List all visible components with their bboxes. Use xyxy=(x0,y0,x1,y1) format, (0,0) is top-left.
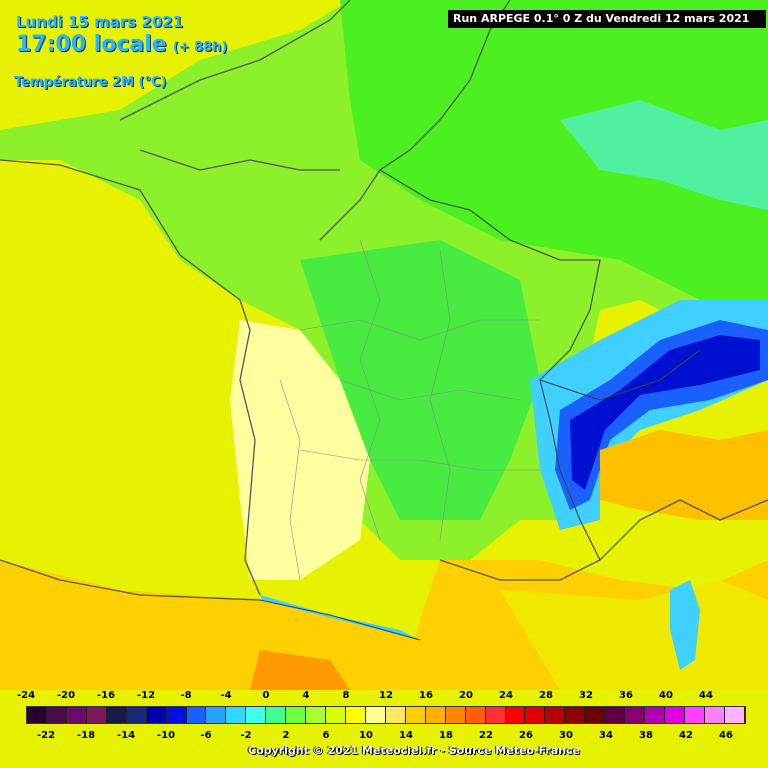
legend-swatch xyxy=(445,707,466,723)
legend-tick-top: 12 xyxy=(379,690,393,701)
spain-orange xyxy=(0,560,420,690)
coastlines xyxy=(0,0,768,601)
forecast-time-value: 17:00 locale xyxy=(16,32,167,57)
legend-swatch xyxy=(106,707,127,723)
legend-tick-bottom: 2 xyxy=(282,730,290,741)
legend-tick-bottom: 42 xyxy=(679,730,693,741)
legend-swatch xyxy=(226,707,247,723)
legend-swatch xyxy=(186,707,207,723)
legend-tick-bottom: 22 xyxy=(479,730,493,741)
forecast-lead-hours: (+ 88h) xyxy=(172,40,228,55)
legend-swatch xyxy=(206,707,227,723)
legend-swatch xyxy=(346,707,366,723)
legend-swatch xyxy=(625,707,646,723)
legend-swatch xyxy=(146,707,167,723)
legend-tick-top: -8 xyxy=(180,690,192,701)
legend-tick-top: -20 xyxy=(56,690,76,701)
spain-dark-orange xyxy=(250,650,350,690)
legend-tick-bottom: 26 xyxy=(519,730,533,741)
north-cyan-patch xyxy=(560,100,768,210)
sea-yellow xyxy=(500,580,768,690)
alps-dark-blue xyxy=(570,335,760,490)
legend-swatch xyxy=(86,707,107,723)
legend-swatch xyxy=(166,707,187,723)
forecast-time: 17:00 locale (+ 88h) xyxy=(16,32,227,57)
legend-swatch xyxy=(266,707,287,723)
legend-tick-bottom: 14 xyxy=(399,730,413,741)
legend-tick-top: -4 xyxy=(220,690,232,701)
legend-tick-top: 36 xyxy=(619,690,633,701)
region-borders xyxy=(279,239,540,581)
legend-swatch xyxy=(525,707,546,723)
color-legend xyxy=(26,706,746,724)
legend-swatch xyxy=(485,707,506,723)
legend-swatch xyxy=(66,707,87,723)
legend-tick-bottom: -2 xyxy=(240,730,252,741)
legend-swatch xyxy=(46,707,67,723)
legend-tick-top: 16 xyxy=(419,690,433,701)
legend-swatch xyxy=(286,707,307,723)
italy-orange xyxy=(600,430,768,520)
legend-tick-top: 20 xyxy=(459,690,473,701)
legend-tick-bottom: -18 xyxy=(76,730,96,741)
legend-swatch xyxy=(425,707,446,723)
forecast-date: Lundi 15 mars 2021 xyxy=(16,13,184,31)
central-green xyxy=(300,240,540,520)
legend-tick-bottom: -22 xyxy=(36,730,56,741)
legend-tick-bottom: 30 xyxy=(559,730,573,741)
legend-swatch xyxy=(365,707,386,723)
legend-tick-top: 0 xyxy=(262,690,270,701)
legend-swatch xyxy=(605,707,626,723)
legend-swatch xyxy=(585,707,606,723)
legend-swatch xyxy=(665,707,685,723)
legend-swatch xyxy=(704,707,725,723)
legend-swatch xyxy=(126,707,147,723)
copyright-text: Copyright © 2021 Meteociel.fr - Source M… xyxy=(248,744,581,757)
north-bright-green xyxy=(340,0,768,300)
legend-tick-top: 40 xyxy=(659,690,673,701)
legend-tick-bottom: 46 xyxy=(719,730,733,741)
legend-tick-top: 8 xyxy=(342,690,350,701)
legend-tick-top: -16 xyxy=(96,690,116,701)
legend-swatch xyxy=(306,707,327,723)
legend-swatch xyxy=(684,707,705,723)
legend-tick-top: 4 xyxy=(302,690,310,701)
parameter-label: Température 2M (°C) xyxy=(14,75,167,90)
legend-tick-top: 28 xyxy=(539,690,553,701)
legend-swatch xyxy=(27,707,47,723)
legend-swatch xyxy=(545,707,566,723)
legend-swatch xyxy=(326,707,346,723)
legend-tick-top: 32 xyxy=(579,690,593,701)
legend-swatch xyxy=(505,707,526,723)
legend-tick-bottom: 38 xyxy=(639,730,653,741)
legend-tick-top: 44 xyxy=(699,690,713,701)
legend-swatch xyxy=(405,707,426,723)
legend-tick-top: -12 xyxy=(136,690,156,701)
legend-tick-top: 24 xyxy=(499,690,513,701)
country-borders xyxy=(259,169,701,641)
legend-swatch xyxy=(465,707,486,723)
legend-tick-bottom: -14 xyxy=(116,730,136,741)
run-label: Run ARPEGE 0.1° 0 Z du Vendredi 12 mars … xyxy=(448,10,766,28)
legend-swatch xyxy=(724,707,745,723)
legend-tick-bottom: -10 xyxy=(156,730,176,741)
legend-tick-bottom: 18 xyxy=(439,730,453,741)
legend-tick-top: -24 xyxy=(16,690,36,701)
legend-swatch xyxy=(565,707,586,723)
legend-swatch xyxy=(645,707,665,723)
legend-tick-bottom: 10 xyxy=(359,730,373,741)
legend-tick-bottom: -6 xyxy=(200,730,212,741)
legend-tick-bottom: 6 xyxy=(322,730,330,741)
corsica xyxy=(670,580,700,670)
legend-swatch xyxy=(246,707,267,723)
legend-tick-bottom: 34 xyxy=(599,730,613,741)
legend-swatch xyxy=(385,707,406,723)
